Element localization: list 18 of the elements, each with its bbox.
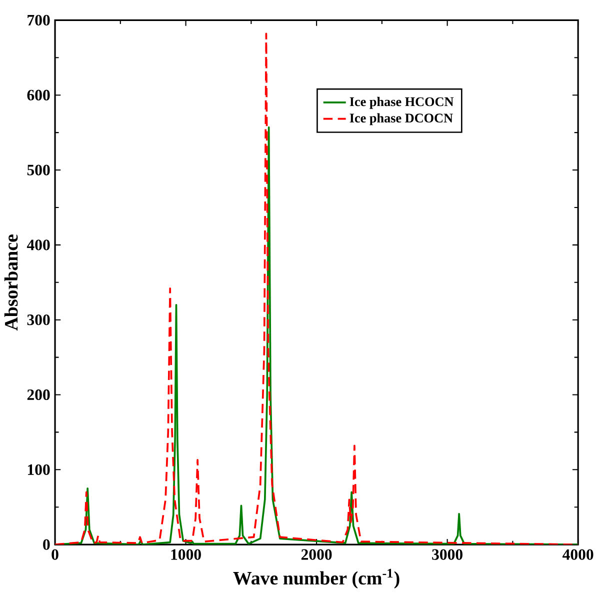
y-tick-label: 0 <box>43 539 50 550</box>
y-tick-label: 400 <box>26 240 50 250</box>
y-tick-label: 100 <box>28 464 50 476</box>
line-series <box>55 32 578 545</box>
y-tick-label: 300 <box>27 314 50 326</box>
legend-label: Ice phase HCOCN <box>350 96 454 109</box>
x-tick-label: 0 <box>52 549 58 560</box>
x-axis-title: Wave number (cm$^{-1}$) <box>233 568 400 589</box>
y-tick-label: 500 <box>27 164 50 176</box>
x-tick-label: 1000 <box>171 549 201 560</box>
x-tick-label: 3000 <box>432 549 462 560</box>
x-tick-label: 4000 <box>562 549 594 560</box>
y-tick-label: 200 <box>27 390 50 400</box>
y-tick-label: 700 <box>28 14 50 26</box>
x-tick-label: 2000 <box>301 549 332 560</box>
y-axis-title: Absorbance <box>4 234 18 331</box>
y-tick-label: 600 <box>27 90 50 101</box>
legend-label: Ice phase DCOCN <box>350 113 453 126</box>
